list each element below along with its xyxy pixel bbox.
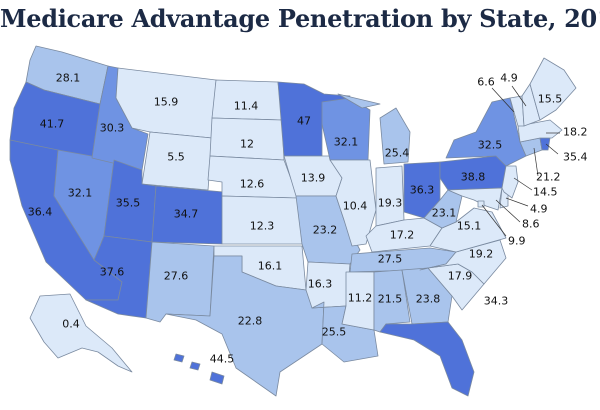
state-value-ar: 16.3: [308, 278, 333, 291]
state-value-nm: 27.6: [164, 270, 189, 283]
state-value-mn: 47: [297, 115, 311, 128]
state-value-in: 19.3: [378, 197, 403, 210]
state-value-or: 41.7: [40, 118, 65, 131]
state-value-ok: 16.1: [258, 260, 283, 273]
state-value-nj: 14.5: [533, 186, 558, 199]
state-shape-ny: [445, 97, 527, 167]
state-shape-ri: [539, 137, 551, 151]
state-value-ga: 23.8: [416, 293, 441, 306]
state-value-co: 34.7: [174, 208, 199, 221]
state-value-oh: 36.3: [410, 184, 435, 197]
state-value-wv: 23.1: [432, 207, 457, 220]
state-value-tn: 27.5: [378, 253, 403, 266]
state-value-me: 15.5: [538, 93, 563, 106]
state-value-wa: 28.1: [56, 72, 81, 85]
state-shape-ak: [29, 293, 133, 373]
state-value-ct: 21.2: [536, 171, 561, 184]
state-value-ma: 18.2: [563, 126, 588, 139]
state-shape-ms: [341, 271, 375, 331]
state-value-ny: 32.5: [478, 139, 503, 152]
state-value-mo: 23.2: [313, 224, 338, 237]
state-value-la: 25.5: [322, 326, 347, 339]
state-shape-mi: [337, 93, 411, 165]
state-value-dc: 9.9: [508, 235, 526, 248]
state-value-ri: 35.4: [563, 151, 588, 164]
state-value-ak: 0.4: [62, 318, 80, 331]
state-value-al: 21.5: [378, 293, 403, 306]
state-shape-ma: [517, 119, 563, 143]
state-value-sd: 12: [240, 138, 254, 151]
state-value-nc: 19.2: [469, 248, 494, 261]
state-value-wy: 5.5: [167, 151, 185, 164]
state-value-ks: 12.3: [250, 220, 275, 233]
state-value-ms: 11.2: [348, 292, 373, 305]
state-value-md: 8.6: [522, 218, 540, 231]
state-value-va: 15.1: [457, 220, 482, 233]
state-value-nd: 11.4: [234, 100, 259, 113]
state-shape-il: [329, 159, 377, 247]
state-value-hi: 44.5: [210, 353, 235, 366]
state-value-ne: 12.6: [240, 178, 265, 191]
map-title: Medicare Advantage Penetration by State,…: [0, 4, 600, 33]
state-shape-tx: [165, 255, 325, 397]
callout-leader-lines: [481, 85, 560, 237]
state-shape-hi: [173, 353, 225, 385]
state-value-wi: 32.1: [334, 136, 359, 149]
state-value-de: 4.9: [530, 203, 548, 216]
state-value-ia: 13.9: [301, 172, 326, 185]
state-shape-me: [529, 57, 577, 121]
state-value-nh: 4.9: [500, 72, 518, 85]
state-value-sc: 17.9: [448, 270, 473, 283]
state-shape-fl: [379, 321, 475, 397]
state-value-fl: 34.3: [484, 295, 509, 308]
state-value-nv: 32.1: [68, 187, 93, 200]
state-shape-wy: [141, 131, 213, 191]
state-value-ut: 35.5: [116, 197, 141, 210]
state-value-ky: 17.2: [390, 229, 415, 242]
state-value-vt: 6.6: [477, 76, 495, 89]
state-value-az: 37.6: [100, 266, 125, 279]
state-shape-nj: [501, 165, 519, 199]
state-value-tx: 22.8: [238, 315, 263, 328]
state-value-ca: 36.4: [28, 206, 53, 219]
state-value-il: 10.4: [343, 200, 368, 213]
state-value-id: 30.3: [100, 122, 125, 135]
state-value-pa: 38.8: [461, 171, 486, 184]
state-value-mi: 25.4: [385, 147, 410, 160]
state-shape-nc: [419, 239, 507, 285]
state-value-mt: 15.9: [154, 96, 179, 109]
